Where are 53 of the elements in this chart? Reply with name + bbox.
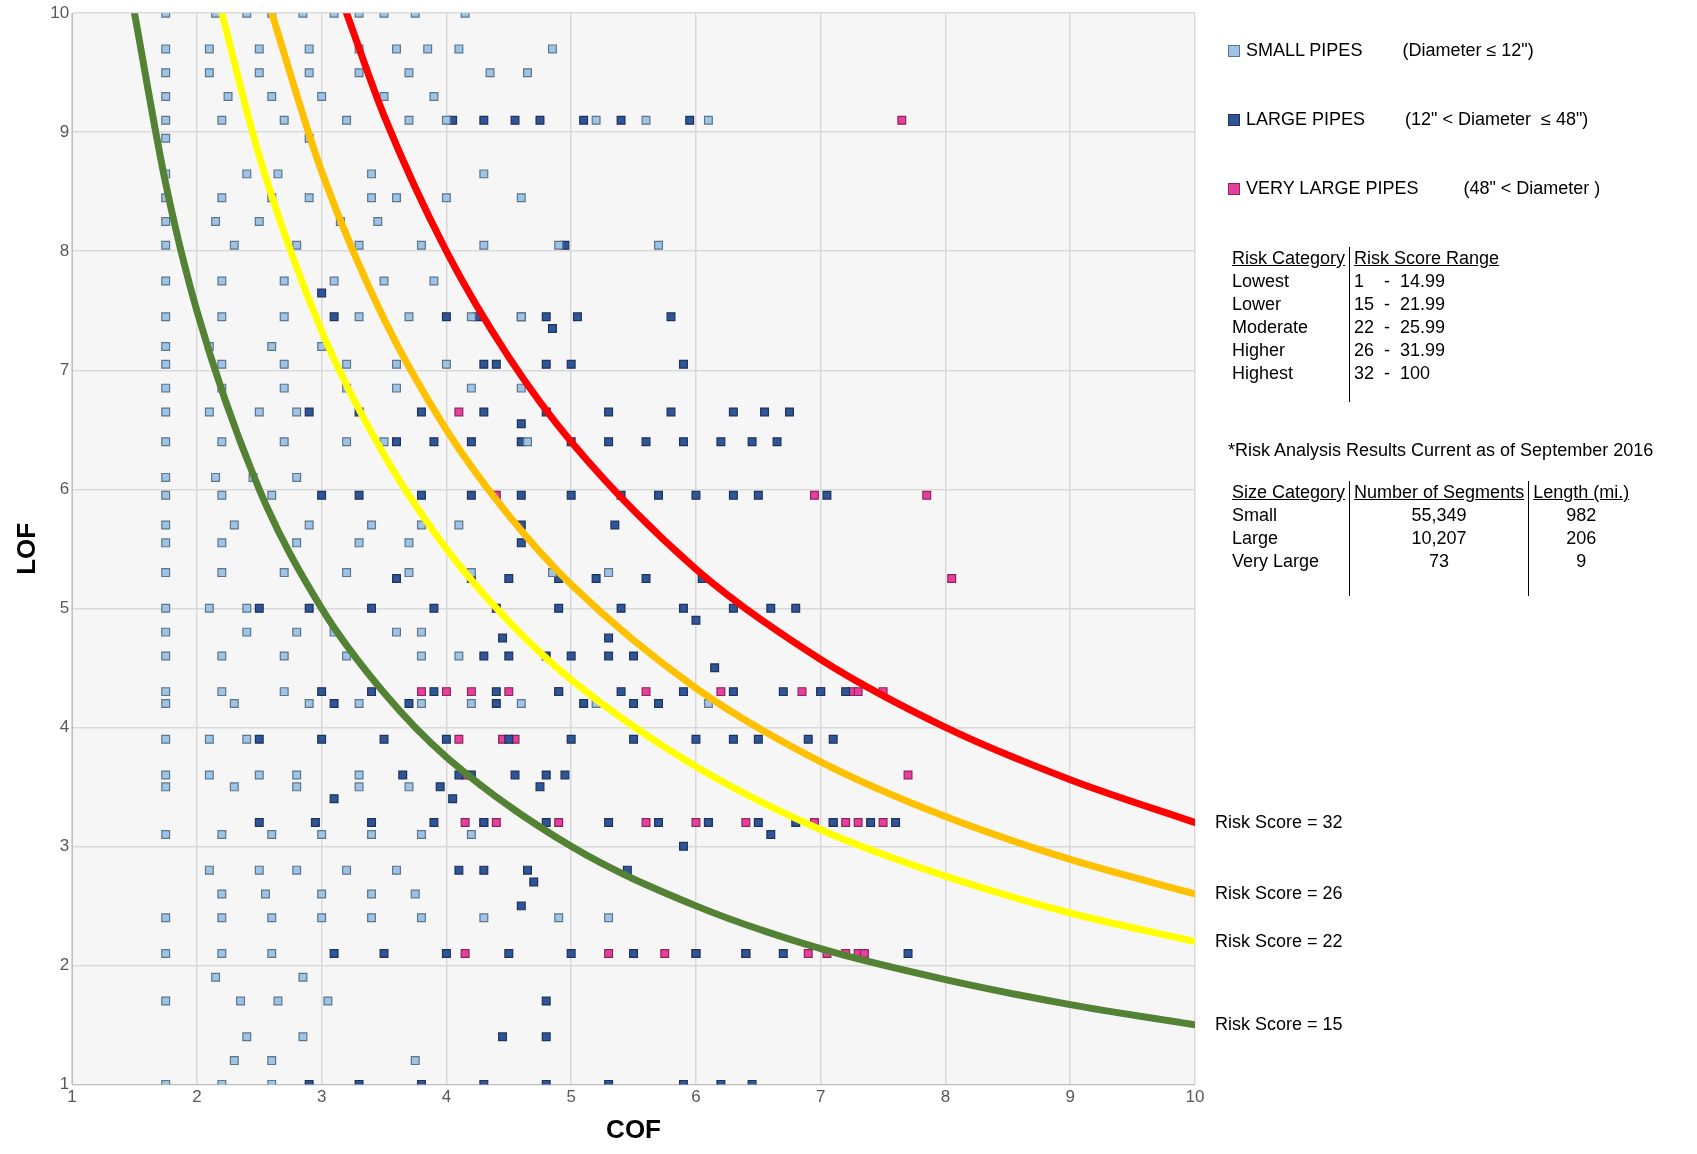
text: Risk Category (1228, 247, 1350, 270)
text: 982 (1565, 504, 1598, 527)
legend-label: SMALL PIPES (Diameter ≤ 12") (1246, 40, 1534, 61)
y-tick-label: 8 (59, 240, 70, 260)
y-tick-label: 9 (59, 121, 70, 141)
x-tick-label: 4 (441, 1087, 452, 1107)
text: 32 - 100 (1353, 362, 1432, 385)
series-label: Risk Score = 22 (1215, 930, 1343, 951)
series-label: Risk Score = 15 (1215, 1013, 1343, 1034)
series-label: Risk Score = 32 (1215, 811, 1343, 832)
legend-label: LARGE PIPES (12" < Diameter ≤ 48") (1246, 109, 1589, 130)
y-tick-label: 1 (59, 1074, 70, 1094)
x-tick-label: 5 (566, 1087, 576, 1107)
x-tick-label: 3 (316, 1087, 327, 1107)
y-tick-label: 10 (50, 2, 70, 22)
x-tick-label: 7 (815, 1087, 826, 1107)
y-tick-label: 3 (59, 836, 70, 856)
x-tick-label: 9 (1065, 1087, 1075, 1107)
y-tick-label: 2 (59, 955, 70, 975)
x-tick-label: 6 (691, 1087, 701, 1107)
text: Number of Segments (1349, 481, 1529, 504)
y-tick-label: 6 (59, 478, 70, 498)
text: 10,207 (1349, 527, 1529, 550)
x-tick-label: 2 (192, 1087, 202, 1107)
text: Risk Score Range (1353, 247, 1501, 270)
text: Very Large (1228, 550, 1350, 596)
text: Lowest (1228, 270, 1350, 293)
y-axis-title: LOF (10, 522, 41, 575)
text: Size Category (1228, 481, 1350, 504)
text: Lower (1228, 293, 1350, 316)
x-axis-title: COF (606, 1113, 661, 1144)
x-tick-label: 8 (940, 1087, 951, 1107)
x-tick-label: 10 (1185, 1087, 1205, 1107)
text: Highest (1228, 362, 1350, 402)
text: 22 - 25.99 (1353, 316, 1447, 339)
text: *Risk Analysis Results Current as of September 2016 (1228, 440, 1655, 461)
text: 55,349 (1349, 504, 1529, 527)
text: Length (mi.) (1532, 481, 1631, 504)
text: 26 - 31.99 (1353, 339, 1447, 362)
text: Small (1228, 504, 1350, 527)
text: 73 (1349, 550, 1529, 596)
series-label: Risk Score = 26 (1215, 882, 1343, 903)
y-tick-label: 4 (59, 717, 70, 737)
y-tick-label: 7 (59, 359, 70, 379)
text: 206 (1565, 527, 1598, 550)
y-tick-label: 5 (59, 598, 70, 617)
legend-label: VERY LARGE PIPES (48" < Diameter ) (1246, 178, 1601, 199)
text: 9 (1575, 550, 1588, 573)
text: Moderate (1228, 316, 1350, 339)
text: Higher (1228, 339, 1350, 362)
text: Large (1228, 527, 1350, 550)
text: 15 - 21.99 (1353, 293, 1447, 316)
text: 1 - 14.99 (1353, 270, 1447, 293)
